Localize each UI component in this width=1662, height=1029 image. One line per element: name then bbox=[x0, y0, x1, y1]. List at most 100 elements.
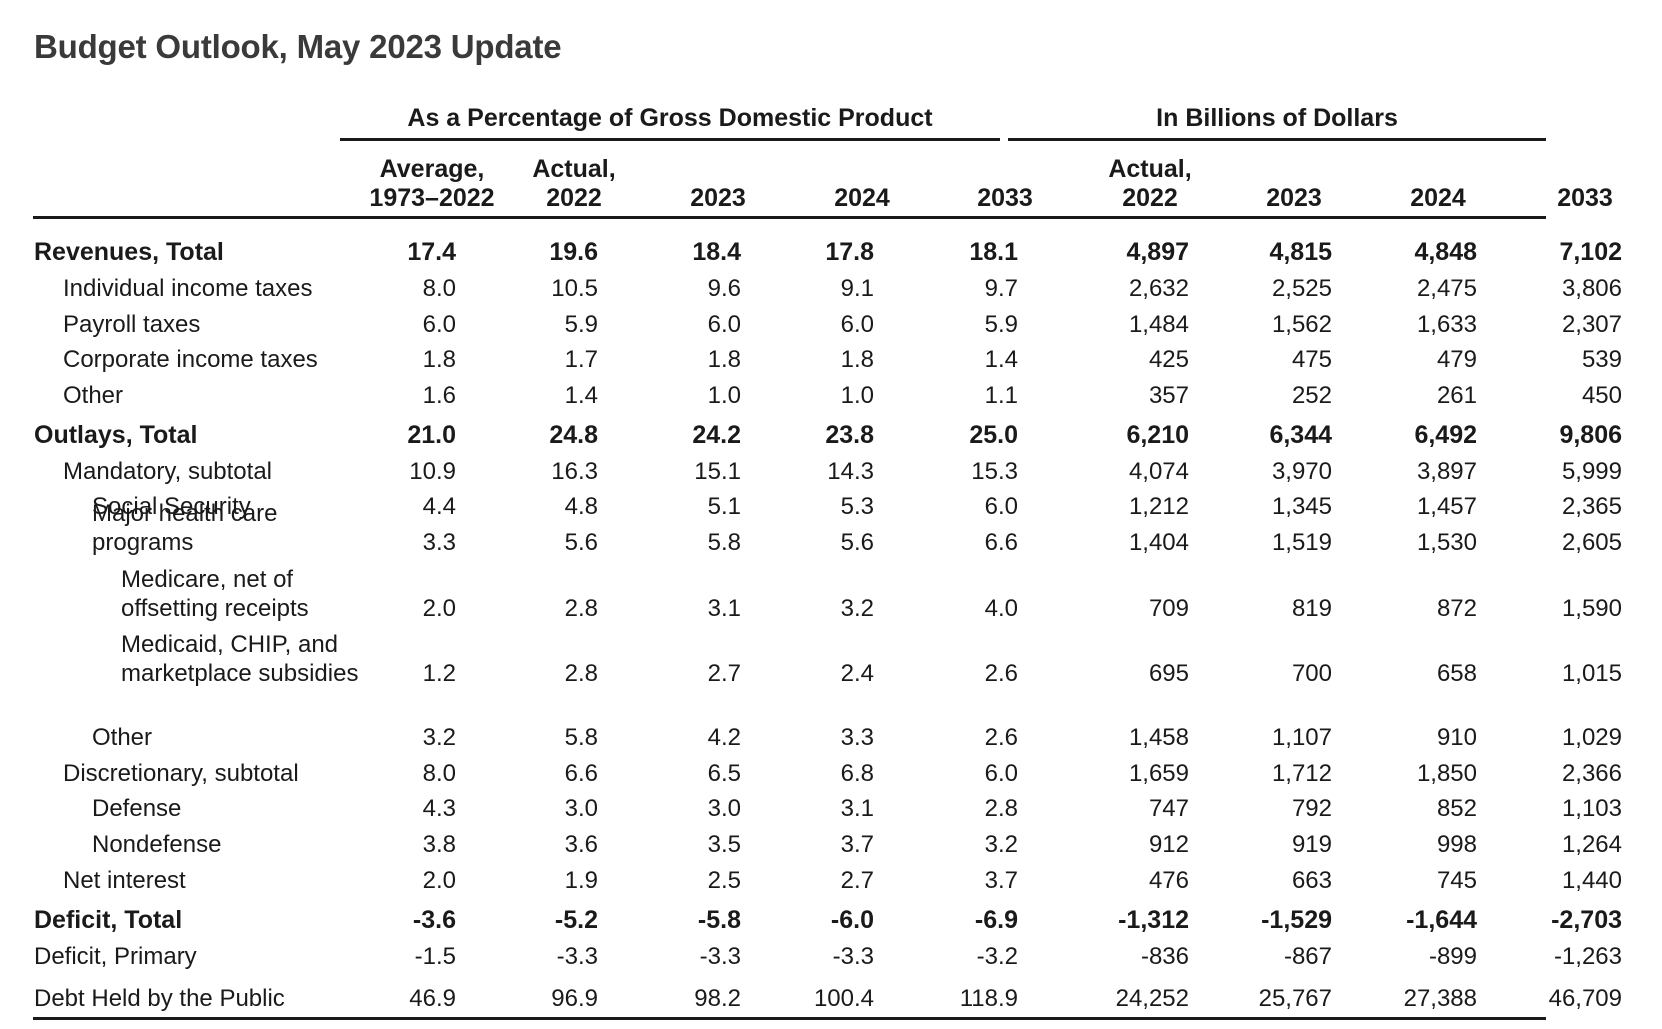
table-cell: 252 bbox=[1291, 382, 1332, 409]
table-cell: 3.6 bbox=[564, 831, 598, 858]
column-header-8-line-1: 2033 bbox=[1557, 184, 1613, 212]
table-cell: 1.0 bbox=[840, 382, 874, 409]
table-cell: 6,344 bbox=[1269, 421, 1332, 449]
table-cell: 1,404 bbox=[1128, 529, 1189, 556]
table-cell: 9.6 bbox=[707, 275, 741, 302]
table-cell: 2,632 bbox=[1128, 275, 1189, 302]
table-cell: 17.8 bbox=[825, 238, 874, 266]
table-cell: 4,074 bbox=[1128, 458, 1189, 485]
table-cell: 1,103 bbox=[1561, 795, 1622, 822]
table-cell: -3.3 bbox=[832, 943, 874, 970]
table-cell: 819 bbox=[1291, 595, 1332, 622]
table-cell: 3.7 bbox=[840, 831, 874, 858]
table-cell: 23.8 bbox=[825, 421, 874, 449]
table-cell: 15.1 bbox=[694, 458, 741, 485]
table-cell: 1,530 bbox=[1416, 529, 1477, 556]
table-cell: 2,365 bbox=[1561, 493, 1622, 520]
table-cell: 1,107 bbox=[1271, 724, 1332, 751]
table-cell: -6.9 bbox=[974, 906, 1018, 934]
table-cell: 3.3 bbox=[422, 529, 456, 556]
bottom-rule bbox=[33, 1017, 1546, 1020]
table-cell: 25,767 bbox=[1258, 985, 1332, 1012]
table-cell: 1.8 bbox=[422, 346, 456, 373]
column-header-6-line-1: 2023 bbox=[1266, 184, 1322, 212]
table-cell: 6.5 bbox=[707, 760, 741, 787]
table-cell: 747 bbox=[1148, 795, 1189, 822]
table-cell: 1.7 bbox=[564, 346, 598, 373]
table-cell: 3.2 bbox=[984, 831, 1018, 858]
table-cell: 3.0 bbox=[564, 795, 598, 822]
row-label: Medicare, net of bbox=[121, 566, 294, 593]
row-label: Major health care bbox=[92, 500, 278, 527]
page-title: Budget Outlook, May 2023 Update bbox=[34, 28, 562, 65]
table-cell: 1.6 bbox=[422, 382, 456, 409]
row-label: Discretionary, subtotal bbox=[63, 760, 299, 787]
table-cell: 1.1 bbox=[984, 382, 1018, 409]
table-cell: 14.3 bbox=[827, 458, 874, 485]
table-cell: 2,307 bbox=[1561, 311, 1622, 338]
table-cell: 5.8 bbox=[564, 724, 598, 751]
table-cell: 1.0 bbox=[707, 382, 741, 409]
row-label: Deficit, Primary bbox=[34, 943, 197, 970]
row-label: Payroll taxes bbox=[63, 311, 201, 338]
table-cell: 1,345 bbox=[1271, 493, 1332, 520]
column-header-4-line-1: 2033 bbox=[977, 184, 1033, 212]
row-label: Nondefense bbox=[92, 831, 222, 858]
column-header-7-line-1: 2024 bbox=[1410, 184, 1466, 212]
table-cell: 5.1 bbox=[707, 493, 741, 520]
table-cell: 479 bbox=[1436, 346, 1477, 373]
table-cell: 1.2 bbox=[422, 660, 456, 687]
table-cell: 2.5 bbox=[707, 867, 741, 894]
table-cell: 17.4 bbox=[407, 238, 456, 266]
table-cell: -1.5 bbox=[414, 943, 456, 970]
table-cell: 1,562 bbox=[1271, 311, 1332, 338]
table-cell: 1.4 bbox=[564, 382, 598, 409]
table-cell: 3.1 bbox=[840, 795, 874, 822]
table-cell: 3.5 bbox=[707, 831, 741, 858]
table-cell: 2.7 bbox=[840, 867, 874, 894]
table-cell: 8.0 bbox=[422, 760, 456, 787]
table-cell: 9.7 bbox=[984, 275, 1018, 302]
table-cell: 6.6 bbox=[984, 529, 1018, 556]
table-cell: 357 bbox=[1148, 382, 1189, 409]
table-cell: 4.8 bbox=[564, 493, 598, 520]
group-rule-dollars bbox=[1008, 138, 1546, 141]
table-cell: 709 bbox=[1148, 595, 1189, 622]
column-header-2-line-1: 2023 bbox=[690, 184, 746, 212]
table-cell: 1,212 bbox=[1128, 493, 1189, 520]
row-label: Medicaid, CHIP, and bbox=[121, 631, 339, 658]
row-label: Deficit, Total bbox=[34, 906, 183, 934]
table-cell: 1,015 bbox=[1561, 660, 1622, 687]
header-rule bbox=[33, 216, 1546, 219]
table-cell: 6,210 bbox=[1126, 421, 1189, 449]
table-cell: 2.8 bbox=[984, 795, 1018, 822]
column-header-3-line-1: 2024 bbox=[834, 184, 890, 212]
table-cell: 24.8 bbox=[549, 421, 598, 449]
table-cell: 852 bbox=[1436, 795, 1477, 822]
table-cell: 912 bbox=[1148, 831, 1189, 858]
table-cell: 3.3 bbox=[840, 724, 874, 751]
table-cell: 98.2 bbox=[694, 985, 741, 1012]
row-label: offsetting receipts bbox=[121, 595, 309, 622]
row-label: marketplace subsidies bbox=[121, 660, 359, 687]
table-cell: -1,529 bbox=[1261, 906, 1332, 934]
table-cell: 1,484 bbox=[1128, 311, 1189, 338]
group-header-dollars: In Billions of Dollars bbox=[1156, 104, 1398, 132]
table-cell: 6.8 bbox=[840, 760, 874, 787]
table-cell: 4.2 bbox=[707, 724, 741, 751]
table-cell: 450 bbox=[1581, 382, 1622, 409]
table-cell: 6.0 bbox=[984, 760, 1018, 787]
table-cell: 4,815 bbox=[1269, 238, 1332, 266]
table-cell: 1,440 bbox=[1561, 867, 1622, 894]
table-cell: 3.0 bbox=[707, 795, 741, 822]
row-label: Social Security bbox=[92, 493, 251, 520]
table-cell: 8.0 bbox=[422, 275, 456, 302]
table-cell: 5.6 bbox=[564, 529, 598, 556]
table-cell: 5.9 bbox=[984, 311, 1018, 338]
table-cell: 2.0 bbox=[422, 867, 456, 894]
table-cell: -5.2 bbox=[554, 906, 598, 934]
table-cell: -3.3 bbox=[556, 943, 598, 970]
table-cell: 3,897 bbox=[1416, 458, 1477, 485]
table-cell: 2.4 bbox=[840, 660, 874, 687]
table-cell: 16.3 bbox=[551, 458, 598, 485]
